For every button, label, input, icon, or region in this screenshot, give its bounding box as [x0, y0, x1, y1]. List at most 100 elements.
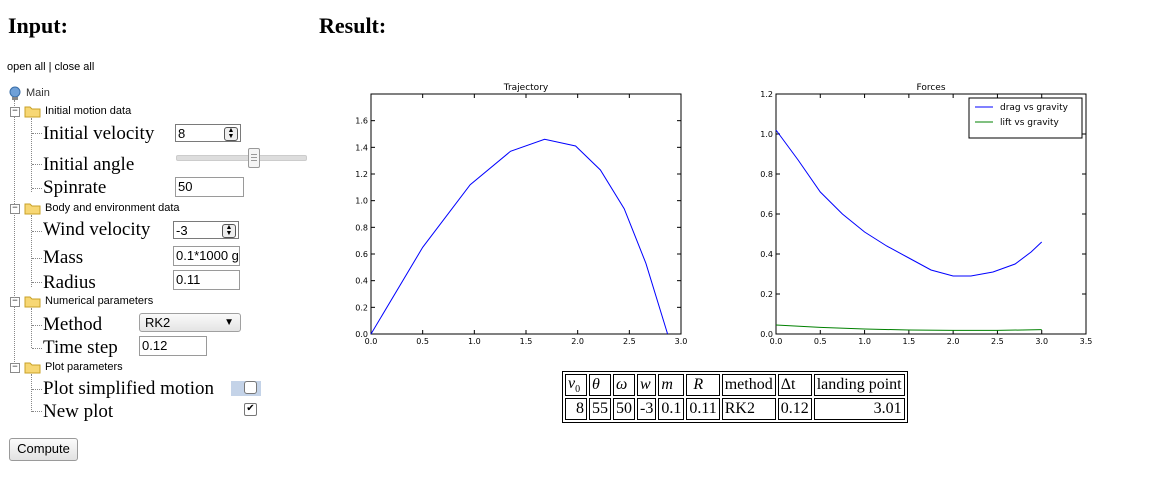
time-step-input[interactable]: 0.12 — [139, 336, 207, 356]
x-tick-label: 0.0 — [770, 337, 783, 346]
x-tick-label: 3.0 — [675, 337, 688, 346]
legend-box — [968, 97, 1083, 139]
collapse-icon[interactable]: − — [10, 297, 20, 307]
x-tick-label: 1.5 — [520, 337, 533, 346]
tree-controls: open all | close all — [7, 61, 94, 73]
spinner-arrows-icon[interactable]: ▲ ▼ — [224, 127, 238, 141]
mass-input[interactable]: 0.1*1000 g — [173, 246, 240, 266]
header-landing-point: landing point — [813, 374, 905, 397]
cell-omega: 50 — [613, 398, 635, 421]
series-line — [775, 324, 1042, 331]
trajectory-chart: Trajectory 0.0 0.5 1.0 1.5 2.0 2.5 3.0 0.0 0.2 0.4… — [355, 83, 688, 346]
folder-icon — [24, 105, 41, 123]
time-step-label: Time step — [43, 337, 118, 358]
group-body-environment[interactable]: Body and environment data — [45, 202, 180, 214]
initial-velocity-value: 8 — [178, 126, 186, 141]
cell-theta: 55 — [589, 398, 611, 421]
cell-w: -3 — [637, 398, 657, 421]
header-theta: θ — [589, 374, 611, 397]
wind-velocity-value: -3 — [176, 223, 188, 238]
initial-angle-label: Initial angle — [43, 154, 135, 175]
header-w: w — [637, 374, 657, 397]
y-tick-label: 0.6 — [760, 210, 773, 219]
result-table-header-row: v0 θ ω w m R method Δt landing point — [565, 374, 905, 397]
series-line — [370, 138, 669, 335]
radius-input[interactable]: 0.11 — [173, 270, 240, 290]
wind-velocity-input[interactable]: -3 ▲ ▼ — [173, 221, 239, 239]
initial-velocity-input[interactable]: 8 ▲ ▼ — [175, 124, 241, 142]
new-plot-checkbox[interactable]: ✔ — [244, 403, 257, 416]
input-heading: Input: — [8, 13, 68, 38]
y-tick-label: 0.8 — [760, 170, 773, 179]
folder-icon — [24, 295, 41, 313]
y-tick-label: 0.8 — [355, 223, 368, 232]
y-tick-label: 0.4 — [760, 250, 773, 259]
header-m: m — [658, 374, 685, 397]
y-tick-label: 0.0 — [760, 330, 773, 339]
cell-dt: 0.12 — [777, 398, 812, 421]
plot-simplified-checkbox[interactable] — [244, 381, 257, 394]
y-tick-label: 0.0 — [355, 330, 368, 339]
y-tick-label: 1.2 — [355, 170, 368, 179]
open-all-link[interactable]: open all — [7, 61, 46, 73]
y-tick-label: 1.2 — [760, 90, 773, 99]
header-v0: v0 — [565, 374, 587, 397]
method-select[interactable]: RK2 ▼ — [139, 313, 241, 332]
y-tick-label: 1.0 — [760, 130, 773, 139]
forces-chart: Forces 0.0 0.5 1.0 1.5 2.0 2.5 3.0 3.5 0.0 0.2 0.4 0… — [760, 83, 1092, 346]
result-table-row: 8 55 50 -3 0.1 0.11 RK2 0.12 3.01 — [565, 398, 905, 421]
spinrate-label: Spinrate — [43, 177, 107, 198]
y-tick-label: 0.2 — [760, 290, 773, 299]
spinrate-input[interactable]: 50 — [175, 177, 244, 197]
x-tick-label: 0.5 — [814, 337, 827, 346]
plot-simplified-label: Plot simplified motion — [43, 378, 215, 399]
mass-label: Mass — [43, 247, 84, 268]
y-tick-label: 1.0 — [355, 197, 368, 206]
tree-root-main[interactable]: Main — [26, 87, 50, 99]
cell-method: RK2 — [721, 398, 776, 421]
collapse-icon[interactable]: − — [10, 363, 20, 373]
method-label: Method — [43, 314, 103, 335]
cell-v0: 8 — [565, 398, 587, 421]
x-tick-label: 1.0 — [468, 337, 481, 346]
cell-m: 0.1 — [658, 398, 685, 421]
method-selected-value: RK2 — [145, 315, 171, 330]
header-r: R — [686, 374, 720, 397]
series-line — [775, 129, 1043, 277]
header-method: method — [721, 374, 776, 397]
folder-icon — [24, 202, 41, 220]
folder-icon — [24, 361, 41, 379]
x-tick-label: 2.5 — [991, 337, 1004, 346]
cell-landing-point: 3.01 — [813, 398, 905, 421]
collapse-icon[interactable]: − — [10, 204, 20, 214]
group-numerical[interactable]: Numerical parameters — [45, 295, 154, 307]
radius-label: Radius — [43, 272, 96, 293]
slider-handle[interactable] — [248, 148, 260, 168]
close-all-link[interactable]: close all — [54, 61, 95, 73]
x-tick-label: 3.0 — [1035, 337, 1048, 346]
link-separator: | — [45, 61, 55, 73]
spinner-arrows-icon[interactable]: ▲ ▼ — [222, 224, 236, 238]
compute-button[interactable]: Compute — [9, 438, 78, 461]
chart-title: Trajectory — [503, 83, 549, 93]
wind-velocity-label: Wind velocity — [43, 219, 151, 240]
y-tick-label: 0.6 — [355, 250, 368, 259]
initial-velocity-label: Initial velocity — [43, 123, 155, 144]
x-tick-label: 1.0 — [858, 337, 871, 346]
group-initial-motion[interactable]: Initial motion data — [45, 105, 132, 117]
x-tick-label: 2.5 — [623, 337, 636, 346]
legend-label: lift vs gravity — [1000, 118, 1060, 128]
result-table: v0 θ ω w m R method Δt landing point 8 5… — [562, 371, 908, 424]
plot-area — [370, 93, 682, 335]
collapse-icon[interactable]: − — [10, 107, 20, 117]
y-tick-label: 0.2 — [355, 303, 368, 312]
header-dt: Δt — [777, 374, 812, 397]
new-plot-label: New plot — [43, 401, 114, 422]
x-tick-label: 2.0 — [571, 337, 584, 346]
x-tick-label: 2.0 — [947, 337, 960, 346]
chart-title: Forces — [916, 83, 945, 93]
x-tick-label: 0.5 — [416, 337, 429, 346]
initial-angle-slider[interactable] — [176, 155, 307, 161]
group-plot[interactable]: Plot parameters — [45, 361, 123, 373]
x-tick-label: 0.0 — [365, 337, 378, 346]
